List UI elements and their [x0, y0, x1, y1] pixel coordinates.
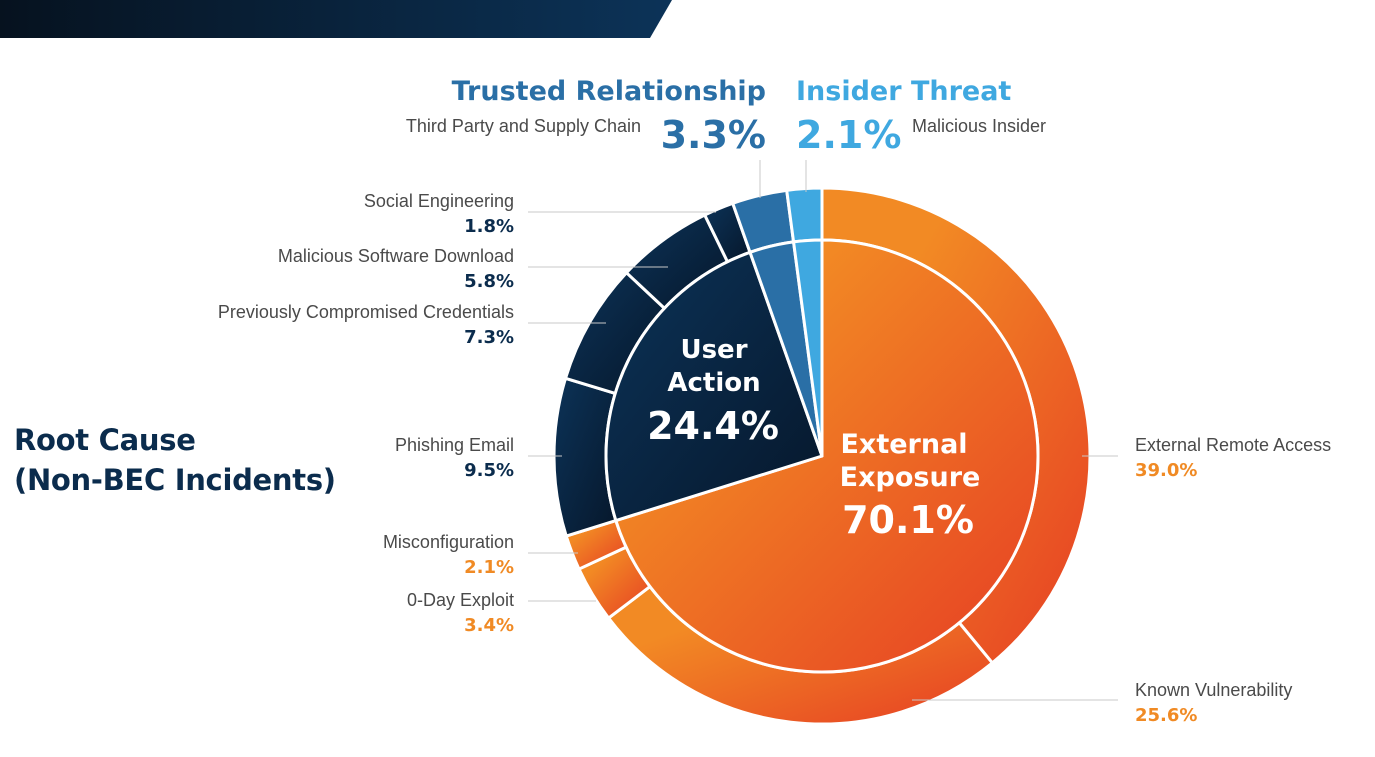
chart-title-line2: (Non-BEC Incidents) [14, 463, 336, 497]
outer-label-value: 1.8% [464, 216, 514, 237]
outer-label-value: 39.0% [1135, 460, 1197, 481]
insider-threat-value: 2.1% [796, 113, 901, 157]
outer-label-name: Social Engineering [364, 191, 514, 211]
outer-label-previously-compromised-credentials: Previously Compromised Credentials 7.3% [218, 302, 514, 348]
inner-ring [604, 238, 1040, 674]
trusted-relationship-title: Trusted Relationship [452, 76, 766, 107]
outer-label-value: 2.1% [464, 557, 514, 578]
chart-title-line1: Root Cause [14, 423, 196, 457]
inner-slice-insider-threat [792, 238, 824, 458]
leader-lines [528, 160, 1118, 701]
outer-label-known-vulnerability: Known Vulnerability 25.6% [1135, 680, 1292, 726]
outer-ring [552, 186, 1092, 726]
outer-label-name: External Remote Access [1135, 435, 1331, 455]
outer-label-phishing-email: Phishing Email 9.5% [395, 435, 514, 481]
outer-label-malicious-software-download: Malicious Software Download 5.8% [278, 246, 514, 292]
outer-label-name: Malicious Software Download [278, 246, 514, 266]
outer-label-name: 0-Day Exploit [407, 590, 514, 610]
outer-label-value: 5.8% [464, 271, 514, 292]
outer-label-social-engineering: Social Engineering 1.8% [364, 191, 514, 237]
inner-label-user-line2: Action [667, 368, 760, 398]
header-banner [0, 0, 672, 38]
outer-label-name: Known Vulnerability [1135, 680, 1292, 700]
outer-label-value: 9.5% [464, 460, 514, 481]
inner-label-external-line1: External [840, 429, 967, 460]
outer-label-external-remote-access: External Remote Access 39.0% [1135, 435, 1331, 481]
inner-label-external-exposure: External Exposure 70.1% [840, 429, 981, 542]
inner-label-external-value: 70.1% [842, 498, 974, 542]
inner-label-user-value: 24.4% [647, 404, 779, 448]
inner-label-user-action: User Action 24.4% [647, 335, 779, 448]
outer-label-value: 25.6% [1135, 705, 1197, 726]
malicious-insider-label: Malicious Insider [912, 116, 1046, 136]
inner-slice-external-exposure [614, 238, 1040, 674]
outer-label-name: Phishing Email [395, 435, 514, 455]
outer-slice-malicious-insider [785, 186, 824, 244]
outer-label-value: 7.3% [464, 327, 514, 348]
trusted-relationship-value: 3.3% [661, 113, 766, 157]
outer-label-0-day-exploit: 0-Day Exploit 3.4% [407, 590, 514, 636]
inner-slice-user-action [604, 250, 824, 523]
outer-label-name: Previously Compromised Credentials [218, 302, 514, 322]
outer-label-misconfiguration: Misconfiguration 2.1% [383, 532, 514, 578]
chart-title: Root Cause (Non-BEC Incidents) [14, 420, 336, 500]
inner-label-user-line1: User [680, 335, 747, 365]
third-party-label: Third Party and Supply Chain [406, 116, 641, 136]
group-label-trusted-relationship: Trusted Relationship 3.3% Third Party an… [406, 76, 766, 157]
inner-label-external-line2: Exposure [840, 462, 981, 493]
outer-label-name: Misconfiguration [383, 532, 514, 552]
insider-threat-title: Insider Threat [796, 76, 1011, 107]
group-label-insider-threat: Insider Threat 2.1% Malicious Insider [796, 76, 1046, 157]
outer-label-value: 3.4% [464, 615, 514, 636]
